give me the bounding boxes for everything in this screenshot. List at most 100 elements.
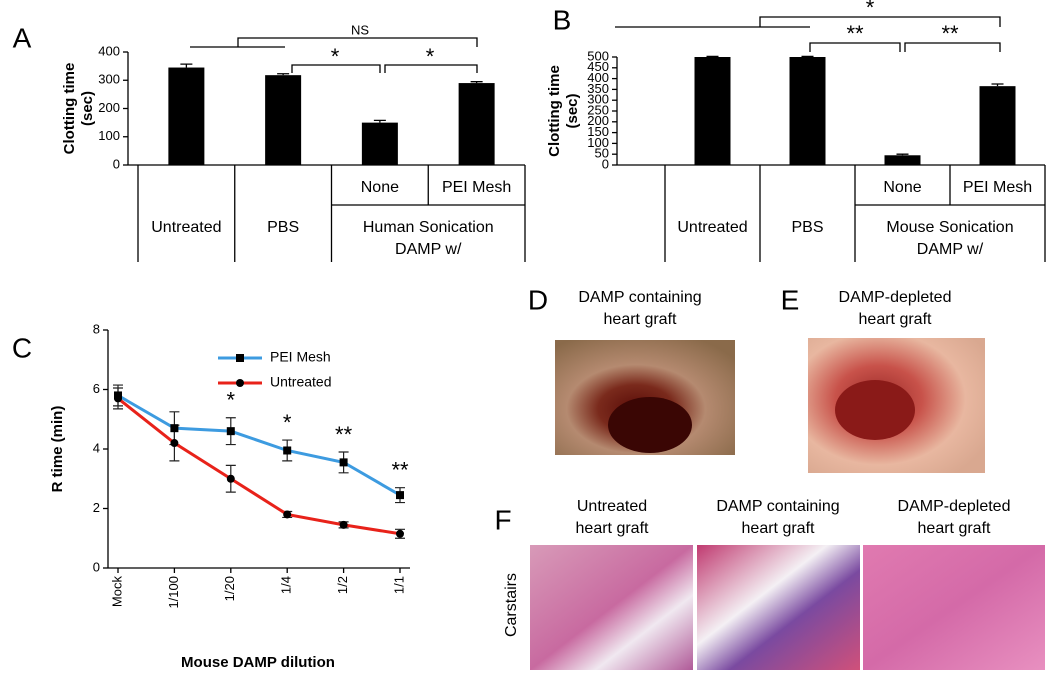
error-bar <box>470 81 483 84</box>
y-tick-label: 400 <box>587 70 609 85</box>
significance-bracket <box>615 16 1001 28</box>
panel-letter: E <box>781 284 800 315</box>
y-axis-label: (sec) <box>79 91 96 126</box>
panel-letter: C <box>12 332 32 363</box>
error-bar <box>180 63 193 68</box>
bar <box>265 75 302 165</box>
series-line <box>117 397 401 536</box>
y-tick-label: 350 <box>587 81 609 96</box>
y-tick-label: 100 <box>98 128 120 143</box>
significance-label: ** <box>335 422 353 447</box>
point <box>114 394 122 403</box>
x-axis-label: Mouse DAMP dilution <box>181 654 335 671</box>
photo-caption: DAMP containing <box>578 289 701 306</box>
y-tick-label: 200 <box>587 113 609 128</box>
point <box>170 424 179 433</box>
category-label: None <box>361 179 399 196</box>
group-label: DAMP w/ <box>917 241 984 258</box>
histology-caption: heart graft <box>918 520 991 537</box>
group-label: Human Sonication <box>363 219 494 236</box>
y-tick-label: 50 <box>595 146 609 161</box>
histology-2 <box>697 545 860 670</box>
y-tick-label: 450 <box>587 59 609 74</box>
y-tick-label: 500 <box>587 48 609 63</box>
legend-label: Untreated <box>270 374 331 390</box>
error-bar <box>373 119 386 123</box>
point <box>283 446 292 455</box>
heart-e <box>835 380 915 440</box>
legend-marker <box>236 354 244 362</box>
error-bar <box>801 55 814 58</box>
x-tick-label: 1/4 <box>279 576 294 594</box>
histology-caption: heart graft <box>742 520 815 537</box>
x-tick-label: 1/20 <box>222 576 237 601</box>
significance-bracket <box>190 37 478 48</box>
bar <box>168 67 205 165</box>
y-tick-label: 8 <box>93 321 100 336</box>
x-tick-label: Mock <box>109 576 124 608</box>
y-axis-label: Clotting time <box>61 63 78 155</box>
panel-letter: F <box>494 504 511 535</box>
y-tick-label: 0 <box>602 156 609 171</box>
point <box>226 427 235 436</box>
significance-label: NS <box>351 22 369 37</box>
y-tick-label: 4 <box>93 440 100 455</box>
histology-caption: heart graft <box>576 520 649 537</box>
bar <box>789 57 826 165</box>
y-axis-label: R time (min) <box>49 406 66 493</box>
series-line <box>117 394 401 497</box>
y-tick-label: 200 <box>98 100 120 115</box>
photo-caption: heart graft <box>604 311 677 328</box>
y-axis-label: Clotting time <box>546 65 563 157</box>
significance-label: ** <box>846 21 864 46</box>
x-tick-label: 1/100 <box>166 576 181 609</box>
bar <box>694 57 731 165</box>
y-tick-label: 300 <box>587 92 609 107</box>
error-bar <box>991 83 1004 87</box>
significance-bracket <box>809 42 901 52</box>
histology-caption: DAMP-depleted <box>898 498 1011 515</box>
y-axis-label: (sec) <box>564 93 581 128</box>
category-label: PBS <box>791 219 823 236</box>
point <box>339 520 348 529</box>
group-label: DAMP w/ <box>395 241 462 258</box>
legend-label: PEI Mesh <box>270 349 331 365</box>
y-tick-label: 0 <box>113 156 120 171</box>
histology-3 <box>863 545 1045 670</box>
y-tick-label: 300 <box>98 72 120 87</box>
significance-bracket <box>291 64 381 73</box>
significance-label: ** <box>391 457 409 482</box>
point <box>170 439 179 448</box>
histology-caption: DAMP containing <box>716 498 839 515</box>
category-label: Untreated <box>151 219 221 236</box>
error-bar <box>896 153 909 156</box>
error-bar <box>706 55 719 58</box>
category-label: None <box>883 179 921 196</box>
significance-bracket <box>384 64 478 73</box>
histology-caption: Untreated <box>577 498 647 515</box>
significance-label: ** <box>941 21 959 46</box>
significance-label: * <box>227 388 236 413</box>
panel-letter: B <box>553 4 572 35</box>
legend-marker <box>236 379 244 387</box>
y-tick-label: 250 <box>587 102 609 117</box>
y-tick-label: 100 <box>587 135 609 150</box>
significance-label: * <box>426 44 435 69</box>
category-label: PEI Mesh <box>442 179 511 196</box>
error-bar <box>277 73 290 76</box>
bar <box>884 155 921 165</box>
significance-bracket <box>904 42 1001 52</box>
photo-caption: heart graft <box>859 311 932 328</box>
histology-1 <box>530 545 693 670</box>
x-tick-label: 1/2 <box>335 576 350 594</box>
point <box>339 458 348 467</box>
panel-letter: A <box>13 22 32 53</box>
panel-letter: D <box>528 284 548 315</box>
y-tick-label: 150 <box>587 124 609 139</box>
significance-label: * <box>331 44 340 69</box>
bar <box>979 86 1016 165</box>
category-label: Untreated <box>677 219 747 236</box>
category-label: PEI Mesh <box>963 179 1032 196</box>
y-tick-label: 2 <box>93 500 100 515</box>
